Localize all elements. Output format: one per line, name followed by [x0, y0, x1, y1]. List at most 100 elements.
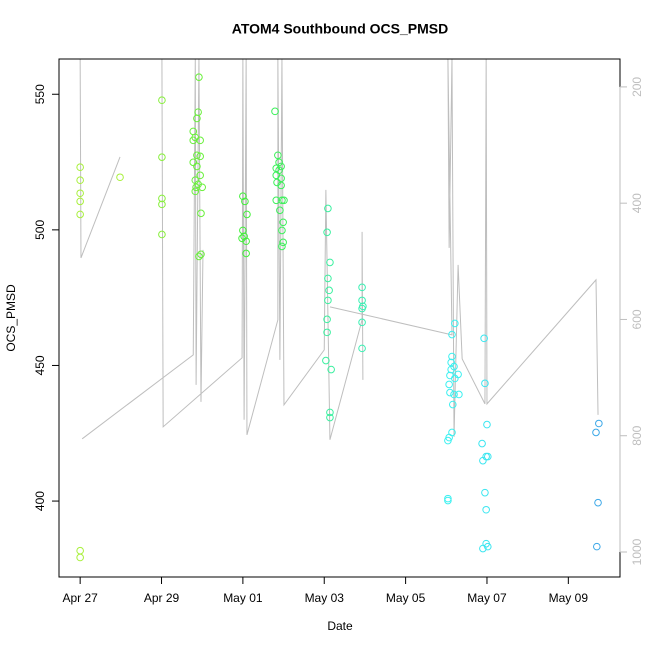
data-point: [76, 176, 84, 185]
y-tick-label: 400: [33, 491, 47, 511]
y-axis-label: OCS_PMSD: [4, 284, 18, 352]
data-point: [278, 242, 286, 251]
data-point: [277, 162, 285, 171]
x-tick-label: May 01: [223, 591, 263, 605]
data-point: [448, 330, 456, 339]
data-point: [279, 238, 287, 247]
data-point: [324, 296, 332, 305]
data-point: [195, 73, 203, 81]
data-point: [76, 163, 84, 172]
data-point: [277, 181, 285, 190]
y-tick-label: 550: [33, 84, 47, 104]
y-tick-label: 450: [33, 355, 47, 375]
data-point: [448, 400, 457, 409]
data-point: [595, 419, 603, 428]
data-point: [158, 200, 166, 209]
data-point: [326, 408, 334, 417]
y2-tick-label: 400: [630, 193, 644, 213]
data-point: [324, 274, 332, 283]
data-point: [483, 542, 492, 551]
data-point: [241, 197, 249, 206]
x-tick-label: May 09: [549, 591, 589, 605]
data-point: [191, 187, 200, 196]
data-point: [444, 494, 452, 503]
x-tick-label: May 03: [305, 591, 345, 605]
data-point: [280, 196, 288, 205]
data-point: [483, 420, 491, 429]
data-point: [478, 439, 486, 448]
data-point: [193, 151, 201, 160]
data-point: [197, 250, 205, 259]
data-point: [445, 380, 453, 389]
data-point: [451, 319, 459, 328]
x-tick-label: Apr 29: [144, 591, 180, 605]
data-point: [358, 344, 366, 353]
data-point: [323, 228, 331, 237]
data-point: [276, 206, 284, 215]
data-point: [326, 413, 334, 422]
data-point: [322, 356, 330, 365]
data-point: [446, 388, 454, 397]
data-point: [483, 452, 492, 461]
data-point: [323, 315, 331, 324]
line-series: [79, 59, 599, 440]
data-point: [479, 456, 487, 465]
data-point: [327, 365, 335, 374]
data-point: [592, 428, 600, 437]
plot-area: [76, 59, 603, 562]
data-point: [278, 226, 286, 235]
x-tick-label: Apr 27: [62, 591, 98, 605]
y2-tick-label: 600: [630, 309, 644, 329]
x-axis-label: Date: [327, 619, 353, 633]
data-point: [242, 249, 250, 258]
data-point: [593, 542, 601, 551]
data-point: [198, 183, 206, 192]
data-point: [197, 209, 205, 218]
data-point: [193, 162, 201, 171]
data-point: [158, 96, 166, 105]
data-point: [358, 283, 366, 292]
data-point: [239, 192, 247, 201]
data-point: [323, 328, 331, 337]
data-point: [482, 505, 490, 514]
chart-title: ATOM4 Southbound OCS_PMSD: [232, 21, 448, 37]
data-point: [272, 196, 281, 205]
y2-tick-label: 800: [630, 425, 644, 445]
data-point: [481, 379, 489, 388]
data-point: [158, 153, 166, 161]
data-point: [325, 286, 333, 295]
data-point: [480, 334, 488, 343]
data-point: [271, 107, 279, 116]
data-point: [158, 230, 166, 239]
data-point: [448, 428, 456, 437]
data-point: [448, 352, 456, 361]
data-point: [455, 390, 463, 399]
data-point: [158, 194, 166, 203]
data-point: [358, 304, 366, 313]
data-point: [76, 189, 84, 198]
data-point: [76, 553, 84, 562]
y-tick-label: 500: [33, 220, 47, 240]
y2-tick-label: 200: [630, 77, 644, 97]
data-point: [278, 196, 286, 205]
data-point: [275, 158, 283, 167]
data-point: [450, 362, 458, 371]
data-point: [358, 318, 366, 327]
data-point: [594, 498, 602, 507]
x-tick-label: May 07: [467, 591, 507, 605]
data-point: [196, 171, 204, 180]
data-point: [481, 488, 489, 497]
data-point: [450, 390, 458, 399]
y2-tick-label: 1000: [630, 538, 644, 565]
data-point: [444, 496, 452, 505]
data-point: [479, 544, 487, 553]
data-point: [196, 152, 204, 161]
data-point: [76, 197, 84, 206]
data-point: [195, 252, 203, 261]
data-point: [240, 232, 248, 241]
data-point: [324, 204, 332, 213]
data-point: [193, 114, 201, 123]
data-point: [274, 151, 282, 160]
